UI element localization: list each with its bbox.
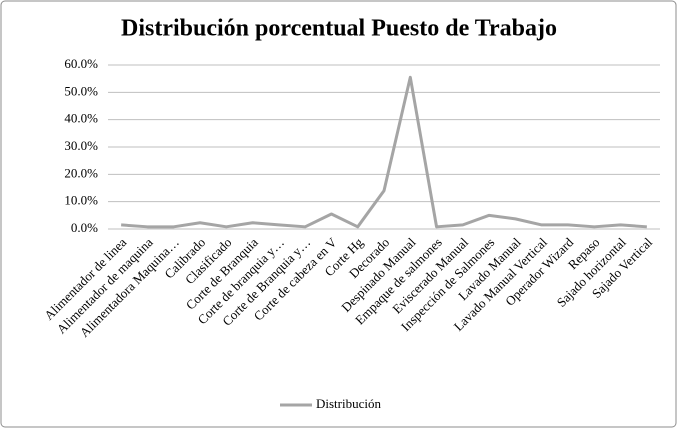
data-line xyxy=(121,75,647,229)
y-tick-label: 0.0% xyxy=(71,220,98,235)
legend-label: Distribución xyxy=(316,396,381,411)
chart-title: Distribución porcentual Puesto de Trabaj… xyxy=(121,16,557,42)
y-tick-label: 60.0% xyxy=(64,56,98,71)
y-tick-label: 20.0% xyxy=(64,165,98,180)
y-tick-label: 10.0% xyxy=(64,193,98,208)
y-tick-label: 50.0% xyxy=(64,83,98,98)
y-tick-label: 30.0% xyxy=(64,138,98,153)
y-tick-label: 40.0% xyxy=(64,111,98,126)
